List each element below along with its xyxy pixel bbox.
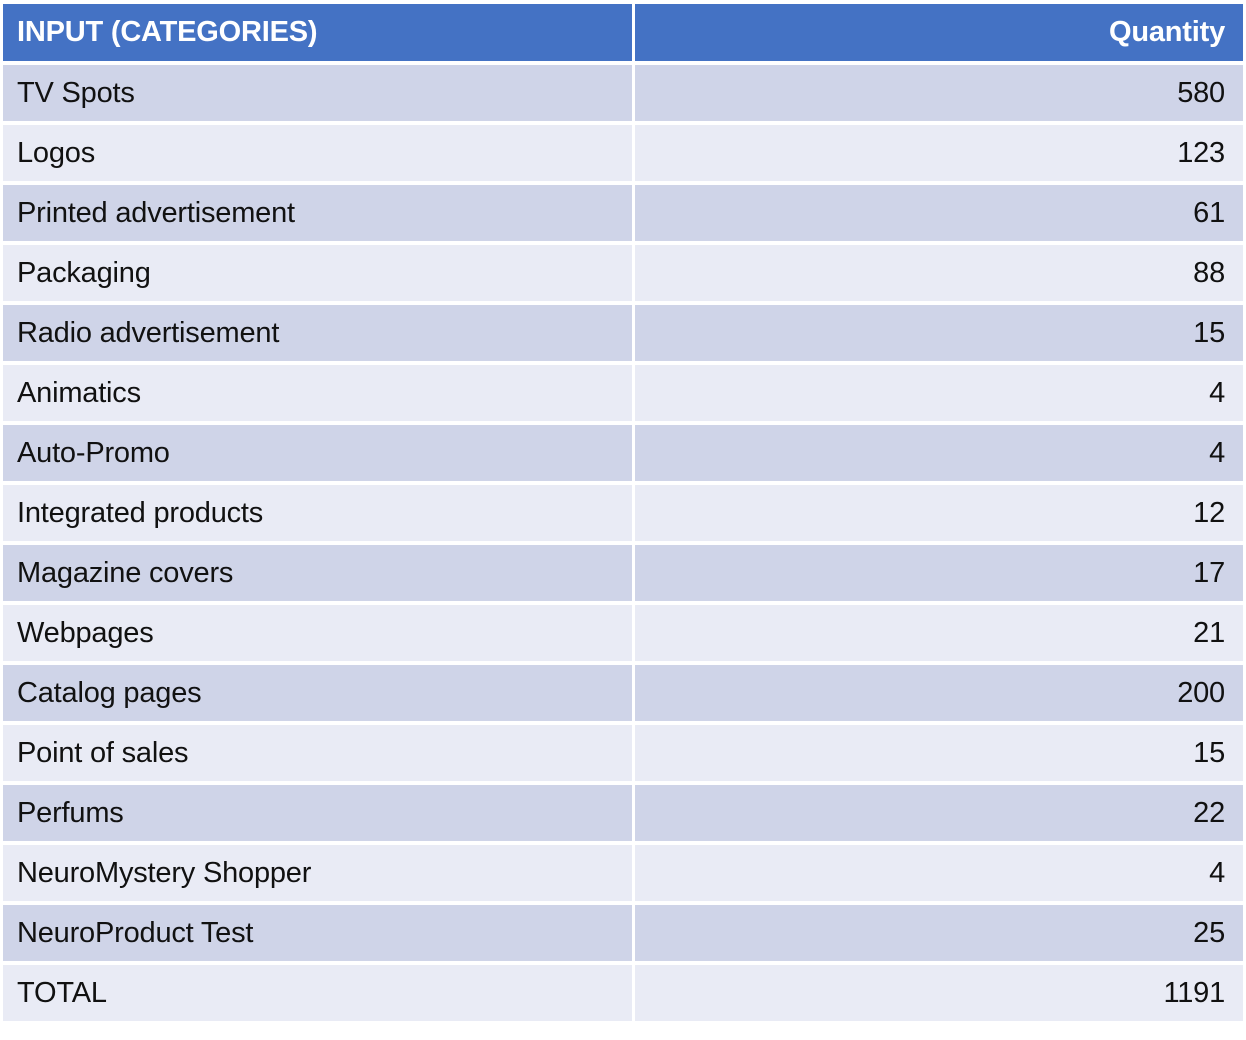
category-cell: Printed advertisement — [3, 185, 632, 241]
category-cell: Point of sales — [3, 725, 632, 781]
quantity-cell: 580 — [635, 65, 1243, 121]
quantity-cell: 4 — [635, 845, 1243, 901]
table-row: Catalog pages 200 — [3, 665, 1243, 721]
category-cell: Webpages — [3, 605, 632, 661]
category-cell: Auto-Promo — [3, 425, 632, 481]
quantity-cell: 61 — [635, 185, 1243, 241]
quantity-cell: 22 — [635, 785, 1243, 841]
table-row: Animatics 4 — [3, 365, 1243, 421]
table-row: NeuroProduct Test 25 — [3, 905, 1243, 961]
category-cell: NeuroMystery Shopper — [3, 845, 632, 901]
quantity-cell: 88 — [635, 245, 1243, 301]
header-cell-quantity: Quantity — [635, 4, 1243, 61]
category-cell: Logos — [3, 125, 632, 181]
quantity-cell: 4 — [635, 425, 1243, 481]
table-row: Perfums 22 — [3, 785, 1243, 841]
category-cell: Radio advertisement — [3, 305, 632, 361]
table-body: TV Spots 580 Logos 123 Printed advertisement… — [3, 65, 1243, 1021]
quantity-cell: 1191 — [635, 965, 1243, 1021]
category-cell: TV Spots — [3, 65, 632, 121]
table-row: NeuroMystery Shopper 4 — [3, 845, 1243, 901]
quantity-cell: 17 — [635, 545, 1243, 601]
quantity-cell: 21 — [635, 605, 1243, 661]
table-row: Webpages 21 — [3, 605, 1243, 661]
category-cell: Integrated products — [3, 485, 632, 541]
table-row: Point of sales 15 — [3, 725, 1243, 781]
table-row: Integrated products 12 — [3, 485, 1243, 541]
quantity-cell: 15 — [635, 725, 1243, 781]
table-row: Printed advertisement 61 — [3, 185, 1243, 241]
table-row: Radio advertisement 15 — [3, 305, 1243, 361]
table-row: Logos 123 — [3, 125, 1243, 181]
category-cell: Catalog pages — [3, 665, 632, 721]
table-row: Magazine covers 17 — [3, 545, 1243, 601]
category-cell: Animatics — [3, 365, 632, 421]
quantity-cell: 25 — [635, 905, 1243, 961]
quantity-cell: 12 — [635, 485, 1243, 541]
quantity-cell: 123 — [635, 125, 1243, 181]
total-row: TOTAL 1191 — [3, 965, 1243, 1021]
table-row: Packaging 88 — [3, 245, 1243, 301]
table-row: TV Spots 580 — [3, 65, 1243, 121]
category-cell: Packaging — [3, 245, 632, 301]
header-cell-input-categories: INPUT (CATEGORIES) — [3, 4, 632, 61]
quantity-cell: 4 — [635, 365, 1243, 421]
quantity-cell: 200 — [635, 665, 1243, 721]
category-cell: NeuroProduct Test — [3, 905, 632, 961]
category-cell: Magazine covers — [3, 545, 632, 601]
category-cell: TOTAL — [3, 965, 632, 1021]
header-row: INPUT (CATEGORIES) Quantity — [3, 4, 1243, 61]
category-cell: Perfums — [3, 785, 632, 841]
table-row: Auto-Promo 4 — [3, 425, 1243, 481]
quantity-cell: 15 — [635, 305, 1243, 361]
